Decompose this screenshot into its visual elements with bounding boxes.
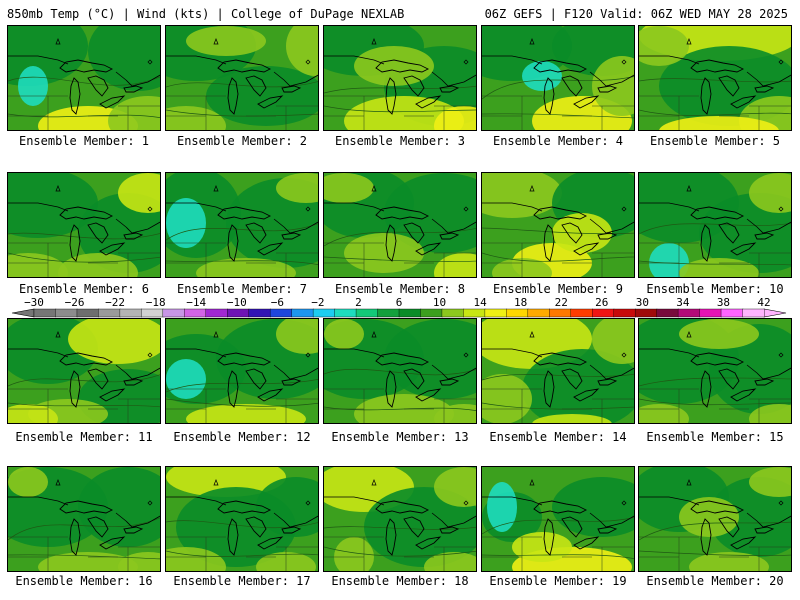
ensemble-member-map [638, 25, 792, 131]
colorbar-swatch [55, 308, 78, 318]
ensemble-member-map [323, 318, 477, 424]
valid-time: 06Z GEFS | F120 Valid: 06Z WED MAY 28 20… [484, 7, 788, 21]
ensemble-member-map [481, 172, 635, 278]
colorbar-tick-label: 30 [636, 296, 649, 309]
ensemble-member-label: Ensemble Member: 11 [15, 430, 153, 444]
colorbar-swatch [570, 308, 593, 318]
ensemble-member-map [7, 172, 161, 278]
colorbar-swatch [184, 308, 207, 318]
colorbar-tick-label: 18 [514, 296, 527, 309]
colorbar-swatch [377, 308, 400, 318]
ensemble-member-map [7, 466, 161, 572]
ensemble-member-map [165, 172, 319, 278]
ensemble-member-map [481, 25, 635, 131]
colorbar-swatch [33, 308, 57, 318]
colorbar-tick-label: 10 [433, 296, 446, 309]
colorbar-swatch [592, 308, 615, 318]
colorbar-high-arrow [763, 308, 787, 318]
ensemble-member-label: Ensemble Member: 18 [331, 574, 469, 588]
colorbar-swatch [742, 308, 765, 318]
colorbar-swatch [506, 308, 529, 318]
colorbar-swatch [76, 308, 100, 318]
colorbar-swatch [549, 308, 572, 318]
temperature-colorbar: −30 −26 −22 −18 −14 −10 −6 −2 2 6 10 14 18 22 26 30 34 38… [11, 296, 787, 318]
ensemble-member-label: Ensemble Member: 10 [646, 282, 784, 296]
colorbar-tick-label: −10 [227, 296, 247, 309]
ensemble-member-map [323, 466, 477, 572]
colorbar-tick-label: 14 [473, 296, 487, 309]
ensemble-member-label: Ensemble Member: 5 [649, 134, 781, 148]
colorbar-swatch [398, 308, 422, 318]
colorbar-swatch [677, 308, 701, 318]
colorbar-tick-label: −2 [311, 296, 324, 309]
colorbar-tick-label: 6 [396, 296, 403, 309]
colorbar-swatch [248, 308, 271, 318]
colorbar-tick-label: 38 [717, 296, 730, 309]
colorbar-swatch [656, 308, 679, 318]
colorbar-swatch [420, 308, 443, 318]
colorbar-swatch [227, 308, 250, 318]
colorbar-swatch [527, 308, 550, 318]
ensemble-member-label: Ensemble Member: 13 [331, 430, 469, 444]
ensemble-member-map [481, 466, 635, 572]
ensemble-member-label: Ensemble Member: 4 [492, 134, 624, 148]
ensemble-member-map [638, 466, 792, 572]
ensemble-member-label: Ensemble Member: 12 [173, 430, 311, 444]
colorbar-swatch [205, 308, 228, 318]
colorbar-swatch [141, 308, 164, 318]
colorbar-tick-label: 34 [676, 296, 690, 309]
ensemble-member-map [638, 318, 792, 424]
ensemble-member-map [7, 318, 161, 424]
colorbar-tick-label: −22 [105, 296, 125, 309]
colorbar-tick-label: 22 [555, 296, 568, 309]
ensemble-member-map [323, 172, 477, 278]
colorbar-swatch [119, 308, 143, 318]
colorbar-tick-label: −26 [65, 296, 85, 309]
ensemble-member-label: Ensemble Member: 19 [489, 574, 627, 588]
ensemble-member-map [165, 466, 319, 572]
ensemble-member-label: Ensemble Member: 16 [15, 574, 153, 588]
colorbar-swatch [699, 308, 722, 318]
ensemble-member-map [481, 318, 635, 424]
colorbar-tick-label: −30 [24, 296, 44, 309]
colorbar-low-arrow [11, 308, 35, 318]
colorbar-swatch [463, 308, 486, 318]
ensemble-member-label: Ensemble Member: 14 [489, 430, 627, 444]
colorbar-swatch [613, 308, 636, 318]
chart-title: 850mb Temp (°C) | Wind (kts) | College o… [7, 7, 405, 21]
ensemble-member-map [165, 318, 319, 424]
colorbar-swatch [634, 308, 658, 318]
ensemble-member-label: Ensemble Member: 9 [492, 282, 624, 296]
colorbar-swatch [334, 308, 357, 318]
ensemble-member-map [7, 25, 161, 131]
colorbar-swatch [291, 308, 314, 318]
colorbar-tick-label: −18 [146, 296, 166, 309]
ensemble-member-label: Ensemble Member: 8 [334, 282, 466, 296]
colorbar-tick-label: 26 [595, 296, 608, 309]
colorbar-swatch [162, 308, 185, 318]
ensemble-member-label: Ensemble Member: 15 [646, 430, 784, 444]
colorbar-swatch [312, 308, 336, 318]
ensemble-member-map [165, 25, 319, 131]
ensemble-member-map [323, 25, 477, 131]
ensemble-member-label: Ensemble Member: 1 [18, 134, 150, 148]
ensemble-member-label: Ensemble Member: 3 [334, 134, 466, 148]
colorbar-swatch [441, 308, 465, 318]
colorbar-swatch [269, 308, 293, 318]
colorbar-swatch [355, 308, 379, 318]
ensemble-member-label: Ensemble Member: 2 [176, 134, 308, 148]
colorbar-swatch [720, 308, 744, 318]
colorbar-tick-label: 2 [355, 296, 362, 309]
ensemble-member-map [638, 172, 792, 278]
colorbar-tick-label: 42 [757, 296, 770, 309]
colorbar-swatch [484, 308, 508, 318]
colorbar-tick-label: −14 [186, 296, 206, 309]
ensemble-member-label: Ensemble Member: 7 [176, 282, 308, 296]
ensemble-member-label: Ensemble Member: 6 [18, 282, 150, 296]
ensemble-member-label: Ensemble Member: 20 [646, 574, 784, 588]
colorbar-swatch [98, 308, 121, 318]
colorbar-tick-label: −6 [271, 296, 284, 309]
ensemble-member-label: Ensemble Member: 17 [173, 574, 311, 588]
